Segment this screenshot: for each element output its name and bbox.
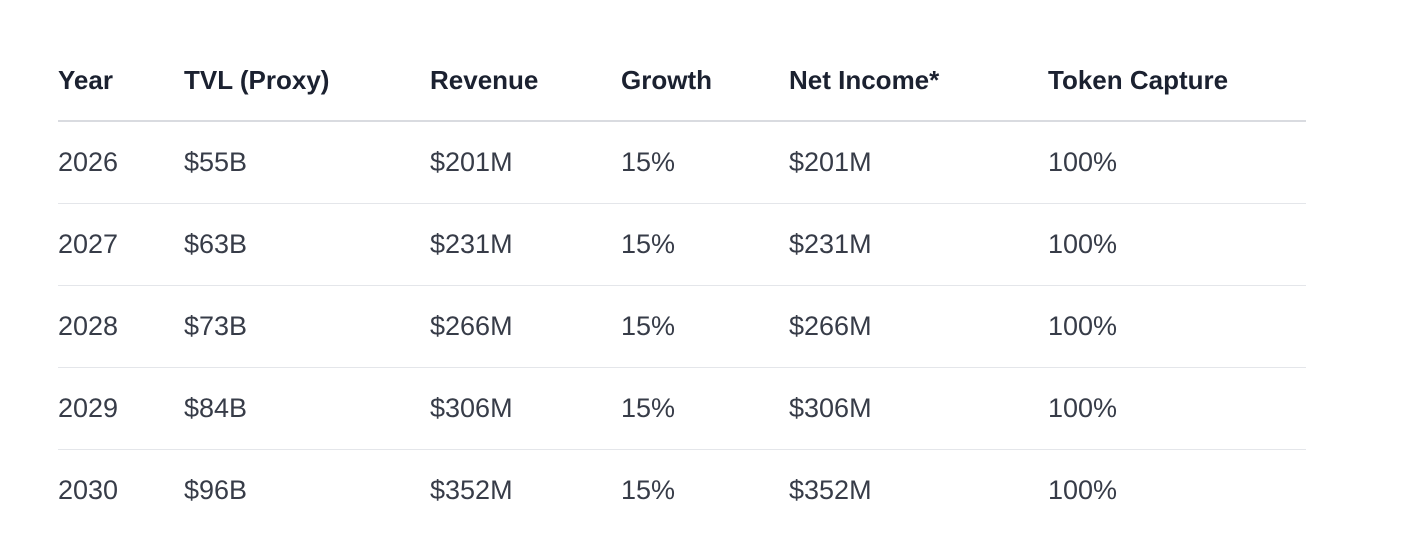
table-row: 2027 $63B $231M 15% $231M 100% xyxy=(58,203,1306,286)
cell-net-income: $231M xyxy=(789,203,1048,286)
cell-year: 2027 xyxy=(58,203,184,286)
cell-year: 2028 xyxy=(58,285,184,368)
cell-growth: 15% xyxy=(621,285,789,368)
header-growth: Growth xyxy=(621,40,789,122)
cell-tvl: $63B xyxy=(184,203,430,286)
cell-year: 2029 xyxy=(58,367,184,450)
table-row: 2030 $96B $352M 15% $352M 100% xyxy=(58,450,1306,532)
cell-tvl: $73B xyxy=(184,285,430,368)
cell-token-capture: 100% xyxy=(1048,475,1118,505)
header-token-capture: Token Capture xyxy=(1048,40,1306,122)
cell-growth: 15% xyxy=(621,367,789,450)
cell-revenue: $352M xyxy=(430,475,513,505)
cell-growth: 15% xyxy=(621,121,789,204)
table-row: 2026 $55B $201M 15% $201M 100% xyxy=(58,121,1306,204)
projection-table-container: Year TVL (Proxy) Revenue Growth Net Inco… xyxy=(58,40,1306,531)
cell-net-income: $306M xyxy=(789,367,1048,450)
cell-revenue: $306M xyxy=(430,367,621,450)
table-row: 2028 $73B $266M 15% $266M 100% xyxy=(58,285,1306,368)
cell-net-income: $352M xyxy=(789,475,872,505)
cell-token-capture: 100% xyxy=(1048,367,1306,450)
cell-revenue: $231M xyxy=(430,203,621,286)
cell-year: 2030 xyxy=(58,475,119,505)
cell-token-capture: 100% xyxy=(1048,203,1306,286)
cell-year: 2026 xyxy=(58,121,184,204)
header-revenue: Revenue xyxy=(430,40,621,122)
cell-tvl: $84B xyxy=(184,367,430,450)
cell-tvl: $55B xyxy=(184,121,430,204)
cell-net-income: $201M xyxy=(789,121,1048,204)
cell-net-income: $266M xyxy=(789,285,1048,368)
projection-table: Year TVL (Proxy) Revenue Growth Net Inco… xyxy=(58,40,1306,531)
cell-revenue: $201M xyxy=(430,121,621,204)
cell-revenue: $266M xyxy=(430,285,621,368)
cell-tvl: $96B xyxy=(184,475,248,505)
table-row: 2029 $84B $306M 15% $306M 100% xyxy=(58,367,1306,450)
cell-growth: 15% xyxy=(621,203,789,286)
header-net-income: Net Income* xyxy=(789,40,1048,122)
cell-token-capture: 100% xyxy=(1048,121,1306,204)
header-tvl: TVL (Proxy) xyxy=(184,40,430,122)
header-year: Year xyxy=(58,40,184,122)
cell-growth: 15% xyxy=(621,475,676,505)
table-header-row: Year TVL (Proxy) Revenue Growth Net Inco… xyxy=(58,40,1306,122)
cell-token-capture: 100% xyxy=(1048,285,1306,368)
